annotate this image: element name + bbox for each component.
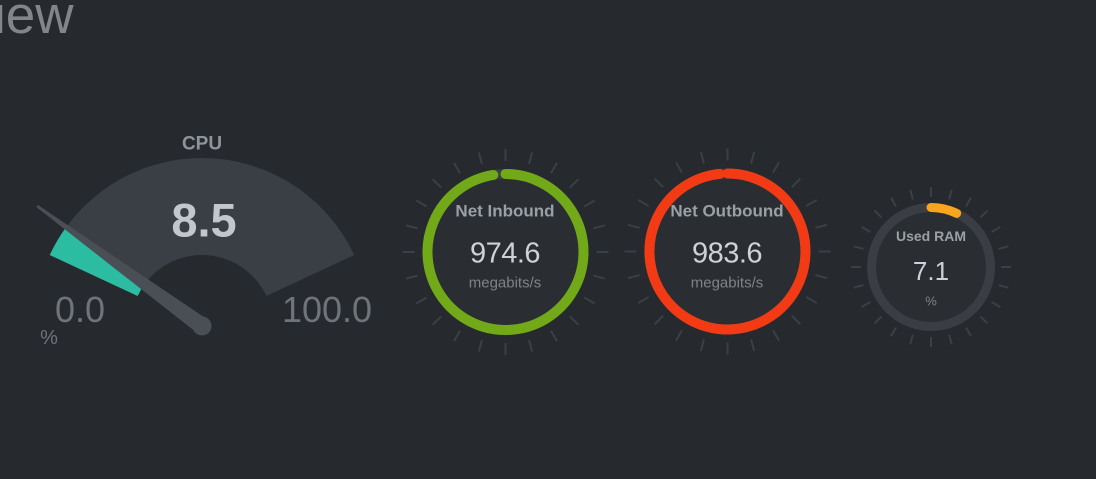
cpu-gauge-needle [36,204,212,336]
net-outbound-gauge-value: 983.6 [691,237,763,270]
net-outbound-gauge-title: Net Outbound [670,201,784,221]
used-ram-gauge-title: Used RAM [895,228,967,244]
used-ram-gauge-value: 7.1 [912,256,950,286]
net-inbound-gauge-value: 974.6 [469,237,541,270]
cpu-gauge-value: 8.5 [171,193,237,247]
net-outbound-gauge-ring [624,148,831,355]
cpu-gauge-min-label: 0.0 [54,289,106,330]
net-inbound-gauge-title: Net Inbound [455,201,555,221]
cpu-gauge-unit-label: % [40,327,58,349]
net-inbound-gauge-unit-label: megabits/s [468,274,542,292]
net-outbound-gauge-unit-label: megabits/s [690,274,764,292]
cpu-gauge-title: CPU [181,133,223,155]
net-inbound-gauge-ring [402,149,609,355]
used-ram-gauge-ring [851,187,1011,347]
cpu-gauge-max-label: 100.0 [281,289,373,330]
page-title: iew [0,0,74,45]
cpu-gauge-arc [36,157,355,336]
used-ram-gauge-unit-label: % [925,293,937,309]
